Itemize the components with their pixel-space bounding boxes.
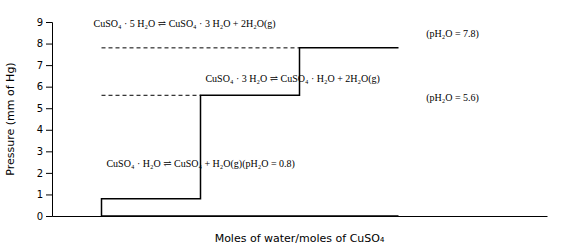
tick-label: 5 (37, 103, 43, 114)
tick-mark (46, 216, 52, 217)
annotation: (pH₂O = 7.8) (426, 28, 479, 40)
dashed-line (102, 47, 300, 48)
tick-mark (46, 87, 52, 88)
annotation: (pH₂O = 5.6) (426, 92, 479, 104)
step-line (102, 48, 399, 216)
x-axis-title: Moles of water/moles of CuSO₄ (215, 232, 385, 245)
plot-area (102, 48, 399, 216)
tick: 0 (37, 211, 52, 222)
tick: 3 (37, 146, 52, 157)
tick: 2 (37, 168, 52, 179)
tick-label: 0 (37, 211, 43, 222)
tick-label: 7 (37, 60, 43, 71)
tick-mark (46, 130, 52, 131)
tick: 1 (37, 189, 52, 200)
tick-mark (46, 44, 52, 45)
tick: 9 (37, 17, 52, 28)
annotations: CuSO₄ · 5 H₂O ⇌ CuSO₄ · 3 H₂O + 2H₂O(g) (… (94, 18, 479, 170)
tick-label: 1 (37, 189, 43, 200)
chart: 0 1 2 3 4 5 6 7 8 9 CuSO₄ · 5 H₂O ⇌ CuSO₄ · 3 H₂O … (0, 0, 562, 250)
tick-label: 4 (37, 124, 43, 135)
tick-label: 9 (37, 17, 43, 28)
tick-mark (46, 65, 52, 66)
tick-mark (46, 173, 52, 174)
x-axis (53, 216, 548, 217)
tick-mark (46, 151, 52, 152)
tick: 5 (37, 103, 52, 114)
annotation: CuSO₄ · 5 H₂O ⇌ CuSO₄ · 3 H₂O + 2H₂O(g) (94, 18, 276, 30)
tick-label: 3 (37, 146, 43, 157)
tick: 7 (37, 60, 52, 71)
tick-mark (46, 22, 52, 23)
tick-mark (46, 194, 52, 195)
dashed-line (102, 95, 201, 96)
axis-line (53, 216, 548, 217)
axis-line (46, 23, 53, 217)
y-axis: 0 1 2 3 4 5 6 7 8 9 (37, 17, 53, 222)
tick: 8 (37, 38, 52, 49)
tick-label: 8 (37, 38, 43, 49)
tick-mark (46, 108, 52, 109)
tick: 6 (37, 81, 52, 92)
tick-label: 2 (37, 168, 43, 179)
y-axis-title: Pressure (mm of Hg) (4, 62, 17, 175)
annotation: CuSO₄ · 3 H₂O ⇌ CuSO₄ · H₂O + 2H₂O(g) (205, 73, 380, 85)
tick-label: 6 (37, 81, 43, 92)
tick: 4 (37, 124, 52, 135)
annotation: CuSO₄ · H₂O ⇌ CuSO₄ + H₂O(g)(pH₂O = 0.8) (106, 158, 294, 170)
